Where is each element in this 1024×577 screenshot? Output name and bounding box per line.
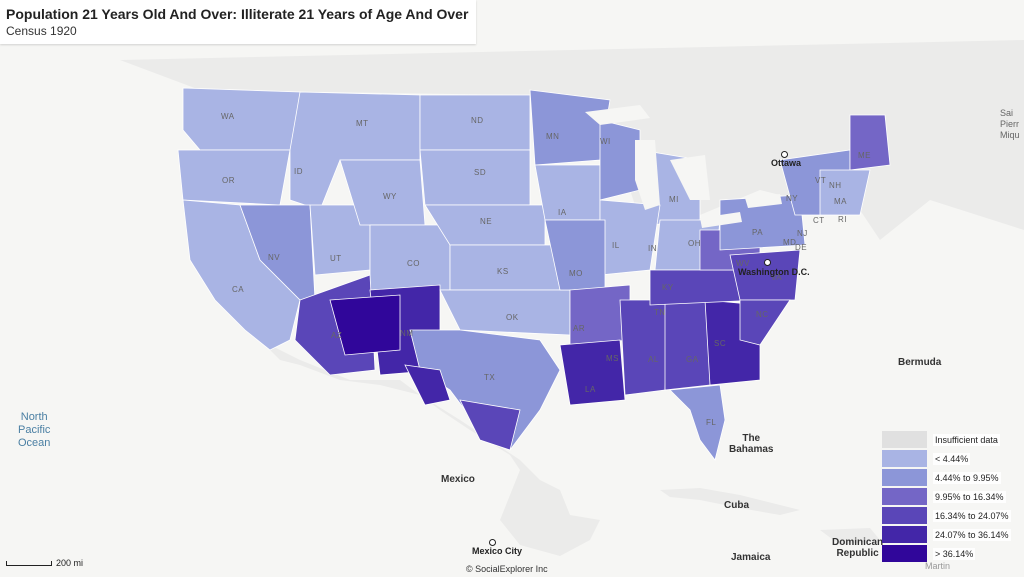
ottawa-marker-icon (781, 151, 788, 158)
state-label-ut: UT (330, 254, 342, 263)
legend-label: < 4.44% (933, 452, 971, 465)
state-label-oh: OH (688, 239, 701, 248)
state-label-fl: FL (706, 418, 717, 427)
legend-swatch (882, 545, 927, 562)
state-label-ri: RI (838, 215, 847, 224)
map-subtitle: Census 1920 (6, 24, 77, 38)
legend-label: 16.34% to 24.07% (933, 509, 1011, 522)
state-label-mi: MI (669, 195, 679, 204)
legend-swatch (882, 469, 927, 486)
credit-label: © SocialExplorer Inc (466, 564, 548, 574)
state-label-pa: PA (752, 228, 764, 237)
state-label-nh: NH (829, 181, 842, 190)
state-label-il: IL (612, 241, 620, 250)
legend-label: 24.07% to 36.14% (933, 528, 1011, 541)
scale-bar: 200 mi (6, 558, 83, 568)
scale-line (6, 561, 52, 567)
legend-item: 4.44% to 9.95% (882, 468, 1024, 487)
state-label-nj: NJ (797, 229, 808, 238)
state-label-sd: SD (474, 168, 487, 177)
legend-item: Insufficient data (882, 430, 1024, 449)
us-states (177, 87, 891, 461)
ottawa-label: Ottawa (771, 158, 802, 168)
legend-label: Insufficient data (933, 433, 1000, 446)
state-label-ks: KS (497, 267, 509, 276)
north-pacific-label: North Pacific Ocean (18, 411, 51, 449)
cuba-label: Cuba (724, 500, 749, 511)
state-label-ne: NE (480, 217, 493, 226)
state-label-az: AZ (331, 331, 343, 340)
state-label-id: ID (294, 167, 303, 176)
state-label-tx: TX (484, 373, 496, 382)
jamaica-label: Jamaica (731, 552, 771, 563)
state-label-nm: NM (400, 329, 414, 338)
martin-label: Martin (925, 561, 951, 571)
mexico-city-label: Mexico City (472, 546, 523, 556)
saint-pierre-label: Sai Pierr Miqu (1000, 108, 1020, 140)
state-label-al: AL (648, 355, 659, 364)
map-title: Population 21 Years Old And Over: Illite… (6, 6, 469, 22)
state-label-ia: IA (558, 208, 567, 217)
legend-item: 16.34% to 24.07% (882, 506, 1024, 525)
map-legend: Insufficient data < 4.44% 4.44% to 9.95% 9.… (882, 430, 1024, 563)
state-label-de: DE (795, 243, 808, 252)
state-label-wa: WA (221, 112, 235, 121)
legend-swatch (882, 526, 927, 543)
state-label-co: CO (407, 259, 420, 268)
state-label-mn: MN (546, 132, 560, 141)
legend-item: 24.07% to 36.14% (882, 525, 1024, 544)
washington-marker-icon (764, 259, 771, 266)
state-label-me: ME (858, 151, 871, 160)
state-label-va: VA (771, 273, 783, 282)
mexico-city-marker-icon (489, 539, 496, 546)
state-label-nd: ND (471, 116, 484, 125)
bermuda-label: Bermuda (898, 357, 942, 368)
legend-swatch (882, 507, 927, 524)
state-label-ms: MS (606, 354, 619, 363)
state-label-wi: WI (600, 137, 611, 146)
legend-swatch (882, 431, 927, 448)
legend-label: 4.44% to 9.95% (933, 471, 1001, 484)
state-label-wy: WY (383, 192, 397, 201)
state-label-ar: AR (573, 324, 586, 333)
legend-label: > 36.14% (933, 547, 976, 560)
legend-item: 9.95% to 16.34% (882, 487, 1024, 506)
state-label-ct: CT (813, 216, 825, 225)
bahamas-label: The Bahamas (729, 433, 774, 455)
great-lakes (585, 105, 782, 228)
legend-item: < 4.44% (882, 449, 1024, 468)
title-panel: Population 21 Years Old And Over: Illite… (0, 0, 477, 44)
state-label-md: MD (783, 238, 797, 247)
legend-swatch (882, 488, 927, 505)
state-label-mt: MT (356, 119, 369, 128)
state-label-nc: NC (756, 310, 769, 319)
state-label-sc: SC (714, 339, 727, 348)
legend-label: 9.95% to 16.34% (933, 490, 1006, 503)
caribbean-land (820, 528, 880, 545)
state-label-or: OR (222, 176, 235, 185)
state-label-ca: CA (232, 285, 245, 294)
state-label-tn: TN (654, 308, 666, 317)
state-label-la: LA (585, 385, 596, 394)
state-label-in: IN (648, 244, 657, 253)
state-label-ok: OK (506, 313, 519, 322)
legend-item: > 36.14% (882, 544, 1024, 563)
cuba-land (660, 488, 800, 515)
legend-swatch (882, 450, 927, 467)
state-label-mo: MO (569, 269, 583, 278)
scale-label: 200 mi (56, 558, 84, 568)
state-label-ky: KY (662, 283, 674, 292)
mexico-land (260, 340, 600, 556)
state-label-vt: VT (815, 176, 827, 185)
state-label-ma: MA (834, 197, 847, 206)
washington-label: Washington D.C. (738, 267, 810, 277)
state-label-ny: NY (786, 194, 799, 203)
mexico-label: Mexico (441, 474, 475, 485)
dominican-label: Dominican Republic (832, 537, 884, 559)
state-label-nv: NV (268, 253, 281, 262)
state-label-ga: GA (686, 355, 699, 364)
state-label-wv: WV (736, 259, 750, 268)
